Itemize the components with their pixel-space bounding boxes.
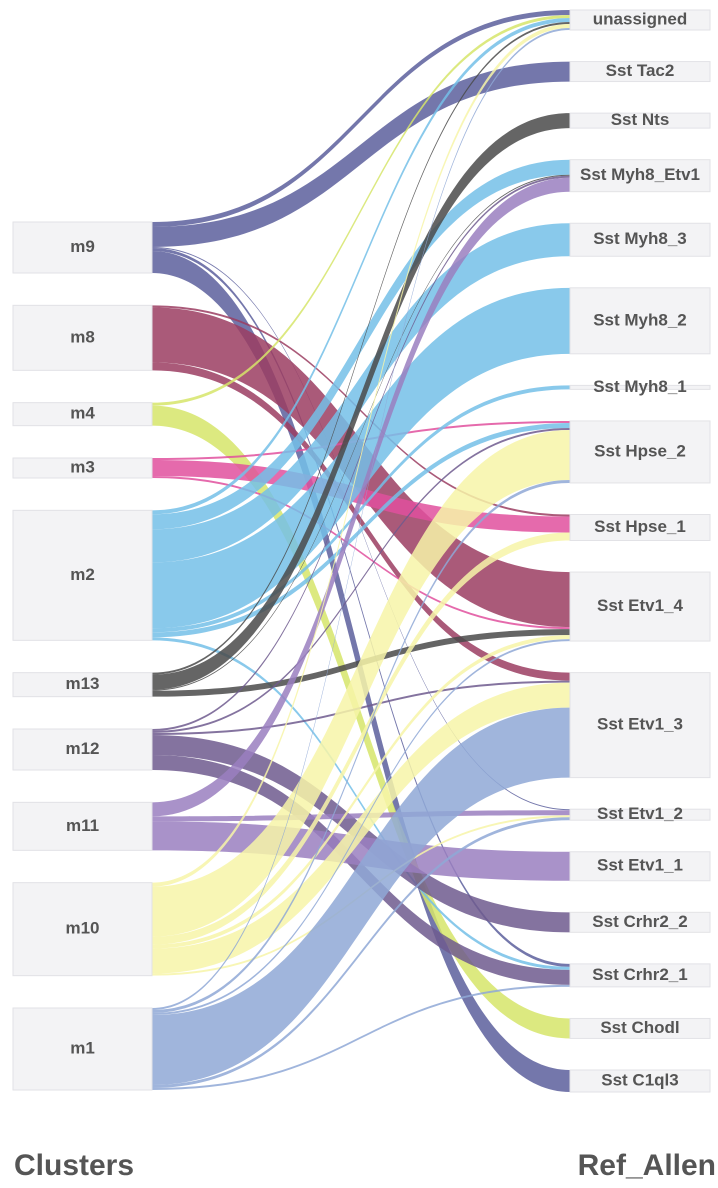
flow bbox=[152, 821, 570, 881]
flow bbox=[152, 984, 570, 1090]
target-node bbox=[569, 384, 711, 390]
target-label: Sst Chodl bbox=[600, 1018, 679, 1037]
flow bbox=[152, 177, 570, 817]
source-node bbox=[12, 672, 153, 698]
flow bbox=[152, 479, 570, 1013]
target-node bbox=[569, 420, 711, 484]
flow bbox=[152, 476, 570, 630]
flow bbox=[152, 287, 570, 629]
target-label: Sst Crhr2_2 bbox=[592, 912, 687, 931]
flow bbox=[152, 18, 570, 515]
target-label: Sst Etv1_3 bbox=[597, 715, 683, 734]
target-node bbox=[569, 159, 711, 193]
links bbox=[152, 10, 570, 1092]
source-label: m8 bbox=[70, 327, 95, 346]
source-node bbox=[12, 221, 153, 274]
source-label: m13 bbox=[65, 674, 99, 693]
flow bbox=[152, 61, 570, 247]
source-label: m10 bbox=[65, 919, 99, 938]
source-label: m9 bbox=[70, 237, 95, 256]
flow bbox=[152, 385, 570, 633]
source-node bbox=[12, 509, 153, 641]
target-node bbox=[569, 672, 711, 779]
target-label: Sst Hpse_1 bbox=[594, 517, 686, 536]
flow bbox=[152, 15, 570, 406]
flow bbox=[152, 22, 570, 675]
source-label: m11 bbox=[66, 816, 99, 835]
flow bbox=[152, 24, 570, 887]
flow bbox=[152, 362, 570, 681]
target-node bbox=[569, 911, 711, 933]
flow bbox=[152, 682, 570, 974]
target-label: Sst Etv1_4 bbox=[597, 596, 684, 615]
flow bbox=[152, 429, 570, 937]
target-node bbox=[569, 61, 711, 83]
target-label: Sst Myh8_Etv1 bbox=[580, 165, 700, 184]
flow bbox=[152, 635, 570, 949]
flow bbox=[152, 637, 570, 970]
target-label: Sst Etv1_2 bbox=[597, 804, 683, 823]
source-label: m3 bbox=[70, 457, 95, 476]
target-label: Sst Myh8_3 bbox=[593, 229, 687, 248]
target-node bbox=[569, 851, 711, 882]
flow bbox=[152, 223, 570, 563]
flow bbox=[152, 174, 570, 691]
flow bbox=[152, 159, 570, 530]
target-node bbox=[569, 222, 711, 257]
flow bbox=[152, 817, 570, 1088]
target-label: Sst Nts bbox=[611, 110, 670, 129]
flow bbox=[152, 405, 570, 1039]
source-node bbox=[12, 304, 153, 371]
flow bbox=[152, 427, 570, 733]
target-node bbox=[569, 571, 711, 642]
target-node bbox=[569, 287, 711, 355]
source-title: Clusters bbox=[14, 1149, 134, 1182]
flow bbox=[152, 248, 570, 967]
flow bbox=[152, 422, 570, 638]
target-label: Sst Hpse_2 bbox=[594, 441, 686, 460]
flow bbox=[152, 532, 570, 945]
target-label: Sst Tac2 bbox=[606, 61, 675, 80]
flow bbox=[152, 639, 570, 1015]
target-node bbox=[569, 808, 711, 821]
flow bbox=[152, 10, 570, 227]
source-node bbox=[12, 402, 153, 427]
source-label: m2 bbox=[70, 565, 95, 584]
source-node bbox=[12, 728, 153, 771]
target-node bbox=[569, 963, 711, 988]
source-node bbox=[12, 1007, 153, 1091]
nodes: m9 m8 m4 m3 m2 m13 m12 m11 m10 m1 unassigned Sst Ta… bbox=[12, 9, 711, 1093]
flow bbox=[152, 305, 570, 517]
target-node bbox=[569, 1017, 711, 1039]
target-node bbox=[569, 514, 711, 541]
source-label: m1 bbox=[70, 1038, 95, 1057]
source-label: m12 bbox=[65, 739, 99, 758]
target-node bbox=[569, 9, 711, 31]
flow bbox=[152, 113, 570, 690]
target-node bbox=[569, 112, 711, 129]
flow bbox=[152, 707, 570, 1085]
source-label: m4 bbox=[70, 404, 95, 423]
target-label: unassigned bbox=[593, 9, 687, 28]
target-label: Sst C1ql3 bbox=[601, 1070, 678, 1089]
target-label: Sst Myh8_2 bbox=[593, 310, 687, 329]
target-label: Sst Crhr2_1 bbox=[592, 965, 687, 984]
source-node bbox=[12, 457, 153, 479]
flow bbox=[152, 28, 570, 1010]
source-node bbox=[12, 801, 153, 851]
target-label: Sst Etv1_1 bbox=[597, 856, 683, 875]
target-title: Ref_Allen bbox=[578, 1149, 716, 1182]
source-node bbox=[12, 882, 153, 977]
target-label: Sst Myh8_1 bbox=[593, 377, 687, 396]
target-node bbox=[569, 1069, 711, 1093]
